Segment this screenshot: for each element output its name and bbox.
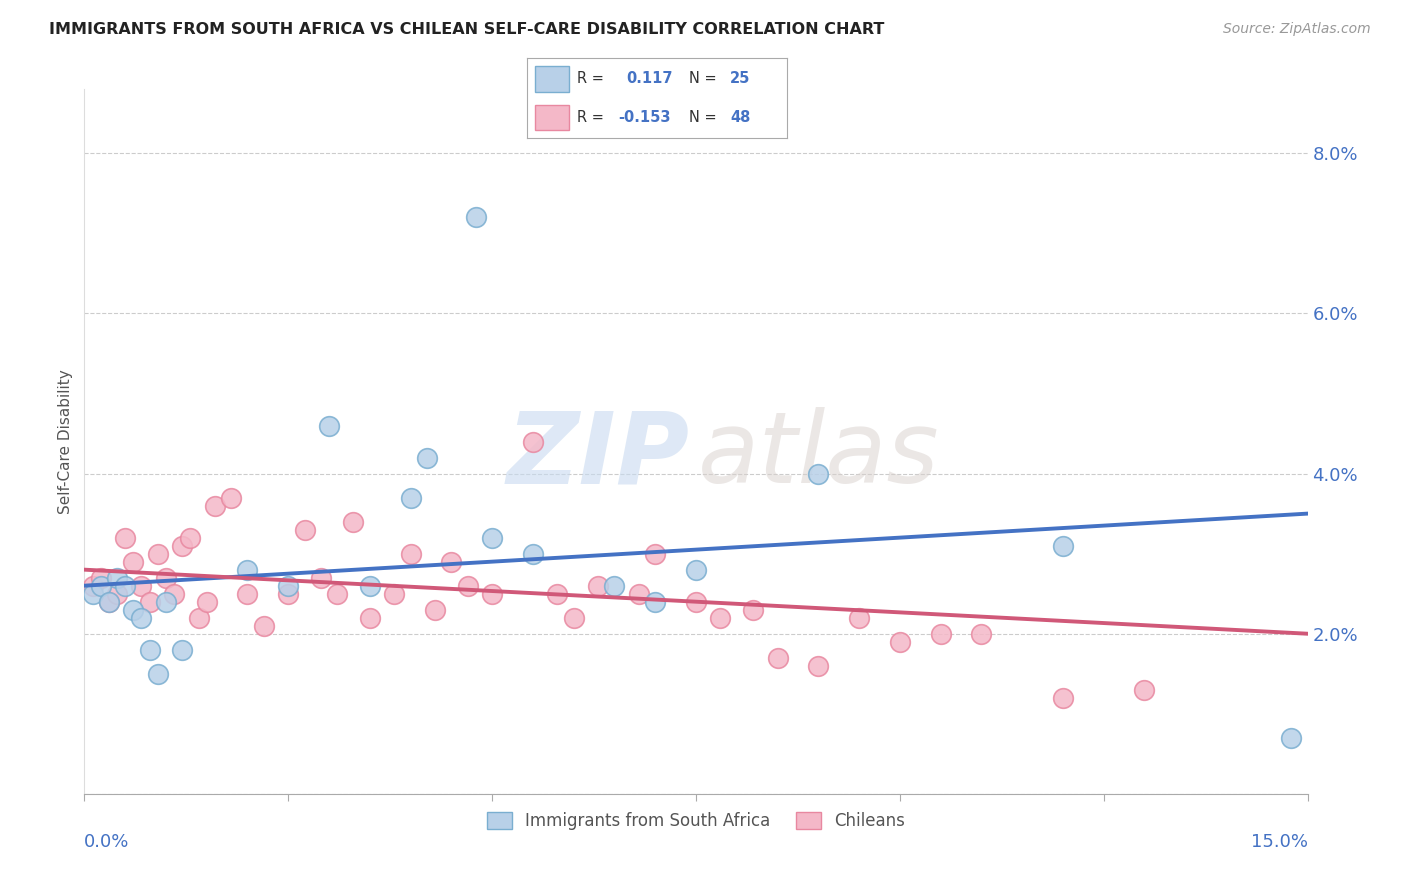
Point: [399, 491, 422, 505]
Point: [627, 587, 650, 601]
Bar: [536, 104, 569, 130]
Point: [318, 418, 340, 433]
Point: [1052, 539, 1074, 553]
Point: [766, 650, 789, 665]
Text: N =: N =: [689, 110, 716, 125]
Point: [122, 555, 145, 569]
Point: [131, 579, 153, 593]
Point: [464, 211, 486, 225]
Text: Source: ZipAtlas.com: Source: ZipAtlas.com: [1223, 22, 1371, 37]
Text: IMMIGRANTS FROM SOUTH AFRICA VS CHILEAN SELF-CARE DISABILITY CORRELATION CHART: IMMIGRANTS FROM SOUTH AFRICA VS CHILEAN …: [49, 22, 884, 37]
Text: 15.0%: 15.0%: [1250, 832, 1308, 851]
Point: [522, 434, 544, 449]
Point: [359, 579, 381, 593]
Point: [546, 587, 568, 601]
Point: [603, 579, 626, 593]
Point: [889, 634, 911, 648]
Point: [146, 666, 169, 681]
Point: [586, 579, 609, 593]
Point: [562, 610, 585, 624]
Point: [131, 610, 153, 624]
Point: [342, 515, 364, 529]
Point: [155, 595, 177, 609]
Point: [1133, 682, 1156, 697]
Point: [277, 579, 299, 593]
Text: atlas: atlas: [697, 407, 939, 504]
Point: [114, 531, 136, 545]
Point: [457, 579, 479, 593]
Point: [644, 547, 666, 561]
Point: [82, 579, 104, 593]
Point: [187, 610, 209, 624]
Point: [416, 450, 439, 465]
Point: [146, 547, 169, 561]
Point: [219, 491, 242, 505]
Point: [138, 595, 160, 609]
Text: 0.117: 0.117: [626, 71, 672, 87]
Point: [359, 610, 381, 624]
Legend: Immigrants from South Africa, Chileans: Immigrants from South Africa, Chileans: [478, 804, 914, 838]
Point: [382, 587, 405, 601]
Point: [848, 610, 870, 624]
Point: [195, 595, 218, 609]
Point: [970, 626, 993, 640]
Y-axis label: Self-Care Disability: Self-Care Disability: [58, 369, 73, 514]
Point: [105, 587, 128, 601]
Point: [163, 587, 186, 601]
Point: [685, 595, 707, 609]
Point: [97, 595, 120, 609]
Bar: [536, 66, 569, 92]
Point: [236, 587, 259, 601]
Point: [685, 563, 707, 577]
Point: [481, 531, 503, 545]
Point: [326, 587, 349, 601]
Point: [155, 571, 177, 585]
Point: [122, 603, 145, 617]
Point: [277, 587, 299, 601]
Point: [309, 571, 332, 585]
Point: [172, 642, 194, 657]
Point: [90, 571, 112, 585]
Text: R =: R =: [576, 71, 603, 87]
Text: N =: N =: [689, 71, 716, 87]
Point: [644, 595, 666, 609]
Point: [423, 603, 446, 617]
Text: 0.0%: 0.0%: [84, 832, 129, 851]
Point: [105, 571, 128, 585]
Point: [807, 467, 830, 481]
Point: [1052, 690, 1074, 705]
Text: R =: R =: [576, 110, 603, 125]
Point: [236, 563, 259, 577]
Point: [97, 595, 120, 609]
Point: [709, 610, 731, 624]
Point: [138, 642, 160, 657]
Point: [1279, 731, 1302, 745]
Point: [929, 626, 952, 640]
Point: [90, 579, 112, 593]
Text: -0.153: -0.153: [619, 110, 671, 125]
Point: [440, 555, 463, 569]
Text: 48: 48: [730, 110, 751, 125]
Point: [114, 579, 136, 593]
Point: [172, 539, 194, 553]
Point: [204, 499, 226, 513]
Point: [742, 603, 765, 617]
Point: [294, 523, 316, 537]
Text: ZIP: ZIP: [506, 407, 689, 504]
Point: [82, 587, 104, 601]
Point: [522, 547, 544, 561]
Point: [253, 618, 276, 632]
Point: [481, 587, 503, 601]
Point: [399, 547, 422, 561]
Text: 25: 25: [730, 71, 751, 87]
Point: [807, 658, 830, 673]
Point: [179, 531, 201, 545]
